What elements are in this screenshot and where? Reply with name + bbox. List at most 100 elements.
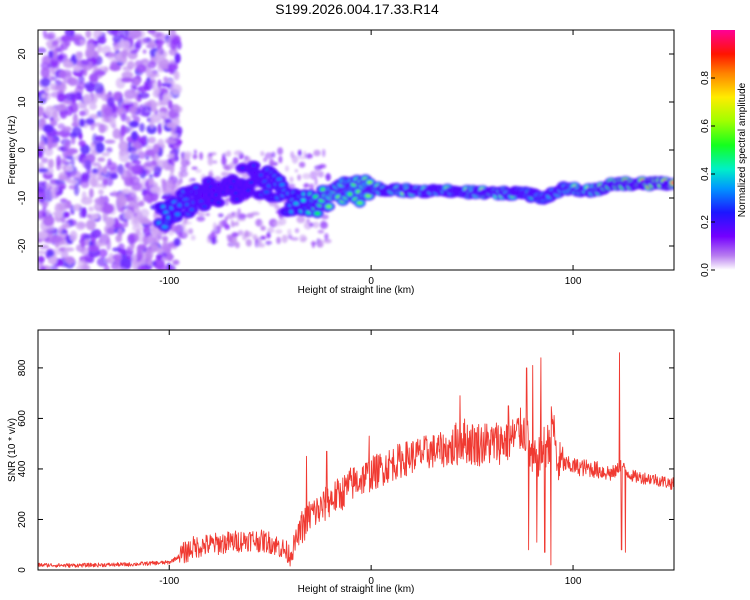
spectrogram-noise-blob: [290, 237, 299, 241]
spectrogram-ridge-blob: [347, 192, 353, 196]
spectrogram-noise-blob: [246, 213, 254, 219]
spectrogram-noise-blob: [67, 77, 79, 87]
spectrogram-noise-blob: [52, 111, 59, 119]
spectrogram-noise-blob: [133, 141, 140, 149]
spectrogram-noise-blob: [60, 35, 70, 43]
spectrogram-noise-blob: [304, 153, 313, 159]
snr-panel: -100 0 100 0 200 400 600 800 Height of straigh…: [7, 329, 675, 595]
spectrogram-noise-blob: [89, 102, 97, 110]
spectrogram-noise-blob: [234, 221, 239, 227]
spectrogram-noise-blob: [260, 235, 267, 240]
spectrogram-noise-blob: [38, 47, 47, 54]
spectrogram-noise-blob: [157, 122, 162, 135]
spectrogram-noise-blob: [244, 230, 250, 238]
spectrogram-noise-blob: [75, 221, 86, 231]
spectrogram-noise-blob: [97, 157, 106, 162]
spectrogram-noise-blob: [91, 122, 103, 127]
spectrogram-noise-blob: [75, 53, 83, 60]
spectrogram-noise-blob: [139, 122, 145, 133]
spectrogram-noise-blob: [107, 96, 115, 108]
spectrogram-noise-blob: [146, 124, 157, 135]
spectrogram-noise-blob: [123, 89, 136, 100]
spectrogram-noise-blob: [183, 151, 193, 158]
spectrogram-noise-blob: [237, 213, 247, 219]
spectrogram-noise-blob: [80, 241, 85, 249]
spectrogram-noise-blob: [136, 64, 147, 73]
spectrogram-noise-blob: [65, 165, 73, 172]
spectrogram-noise-blob: [88, 175, 100, 185]
spectrogram-noise-blob: [195, 169, 202, 173]
spectrogram-noise-blob: [105, 176, 114, 187]
spectrogram-noise-blob: [231, 232, 239, 238]
spectrogram-ridge-blob: [293, 201, 300, 206]
spectrogram-noise-blob: [109, 64, 121, 72]
spectrogram-ridge-blob: [233, 191, 238, 196]
spectrogram-noise-blob: [113, 44, 120, 52]
spectrogram-x-label: Height of straight line (km): [298, 285, 415, 296]
spectrogram-noise-blob: [278, 217, 287, 226]
spectrogram-noise-blob: [122, 188, 131, 194]
spectrogram-noise-blob: [277, 147, 284, 156]
spectrogram-ridge-blob: [263, 190, 270, 194]
spectrogram-noise-blob: [231, 211, 240, 218]
spectrogram-ridge-blob: [201, 204, 208, 209]
spectrogram-noise-blob: [264, 152, 274, 159]
spectrogram-noise-blob: [48, 50, 54, 59]
spectrogram-noise-blob: [151, 103, 157, 113]
spectrogram-noise-blob: [172, 36, 179, 45]
spectrogram-noise-blob: [163, 92, 173, 100]
spectrogram-noise-blob: [173, 70, 180, 81]
spectrogram-noise-blob: [38, 181, 47, 193]
spectrogram-noise-blob: [169, 223, 176, 232]
spectrogram-noise-blob: [226, 197, 230, 202]
spectrogram-noise-blob: [137, 265, 147, 270]
spectrogram-ridge-blob: [365, 194, 372, 198]
spectrogram-noise-blob: [56, 182, 67, 189]
spectrogram-noise-blob: [112, 190, 117, 197]
spectrogram-noise-blob: [153, 165, 162, 176]
colorbar-tick-label: 0.0: [700, 263, 711, 277]
spectrogram-noise-blob: [137, 92, 150, 99]
spectrogram-noise-blob: [98, 189, 104, 195]
spectrogram-noise-blob: [174, 52, 181, 64]
spectrogram-noise-blob: [72, 113, 78, 125]
spectrogram-noise-blob: [152, 143, 160, 154]
spectrogram-noise-blob: [212, 160, 218, 164]
spectrogram-noise-blob: [294, 228, 300, 234]
spectrogram-noise-blob: [60, 198, 68, 203]
spectrogram-noise-blob: [48, 158, 54, 169]
spectrogram-noise-blob: [89, 73, 99, 83]
spectrogram-noise-blob: [112, 34, 122, 43]
snr-series-line: [38, 352, 674, 568]
spectrogram-noise-blob: [73, 33, 83, 39]
spectrogram-noise-blob: [207, 157, 214, 166]
spectrogram-noise-blob: [40, 77, 51, 87]
spectrogram-noise-blob: [297, 156, 307, 160]
spectrogram-noise-blob: [321, 214, 329, 220]
spectrogram-noise-blob: [42, 124, 54, 133]
spectrogram-noise-blob: [158, 58, 170, 70]
spectrogram-noise-blob: [161, 195, 171, 200]
spectrogram-noise-blob: [85, 48, 94, 59]
spectrogram-noise-blob: [40, 67, 50, 79]
spectrogram-noise-blob: [108, 116, 116, 127]
spectrogram-noise-blob: [148, 73, 160, 78]
spectrogram-noise-blob: [104, 216, 115, 227]
spectrogram-noise-blob: [259, 221, 264, 226]
spectrogram-ridge-blob: [366, 180, 373, 185]
spectrogram-noise-blob: [148, 178, 154, 187]
spectrogram-noise-blob: [57, 92, 66, 103]
spectrogram-noise-blob: [269, 158, 275, 167]
spectrogram-noise-blob: [271, 151, 276, 158]
spectrogram-noise-blob: [227, 238, 233, 242]
spectrogram-noise-blob: [126, 60, 135, 70]
spectrogram-noise-blob: [141, 188, 148, 197]
spectrogram-noise-blob: [297, 174, 301, 181]
spectrogram-noise-blob: [303, 150, 307, 157]
spectrogram-noise-blob: [196, 216, 206, 222]
spectrogram-noise-blob: [208, 152, 213, 157]
spectrogram-noise-blob: [38, 140, 46, 151]
spectrogram-noise-blob: [153, 86, 162, 95]
spectrogram-noise-blob: [133, 206, 141, 214]
spectrogram-noise-blob: [168, 264, 176, 270]
